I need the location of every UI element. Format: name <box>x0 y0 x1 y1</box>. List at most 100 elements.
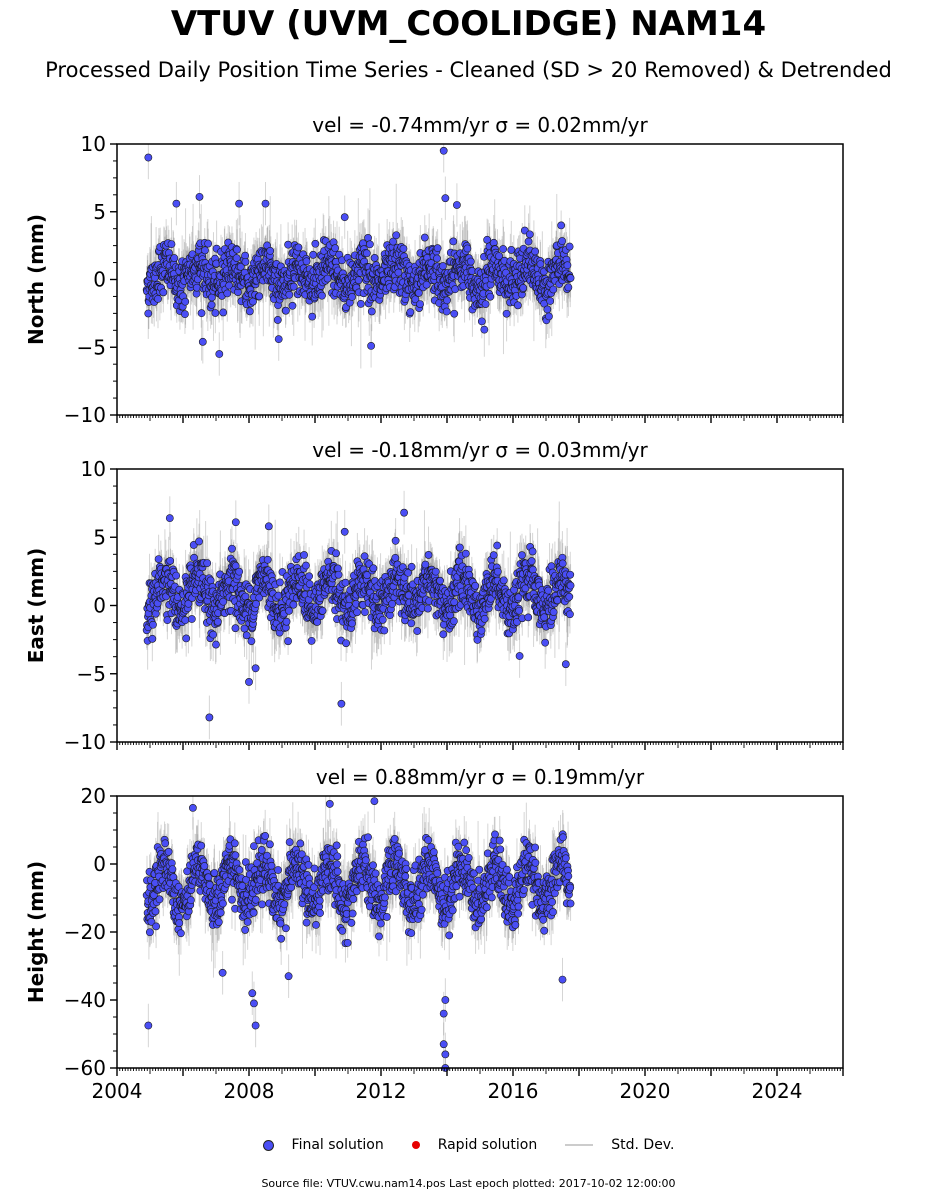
data-point <box>208 293 216 302</box>
chart-title: VTUV (UVM_COOLIDGE) NAM14 <box>170 4 767 44</box>
data-point <box>302 561 310 570</box>
data-point <box>187 615 196 623</box>
panel-north: vel = -0.74mm/yr σ = 0.02mm/yr North (mm)… <box>24 113 844 427</box>
data-point <box>206 576 215 585</box>
data-point <box>557 221 566 230</box>
data-point <box>249 297 257 306</box>
data-point <box>302 257 311 266</box>
data-point <box>480 325 489 334</box>
data-point <box>318 291 326 300</box>
data-point <box>356 299 365 308</box>
data-point <box>181 310 189 319</box>
data-point <box>172 571 181 580</box>
data-point <box>318 606 327 615</box>
data-point <box>219 597 228 606</box>
data-point <box>213 617 222 626</box>
chart-subtitle: Processed Daily Position Time Series - C… <box>45 58 892 82</box>
data-point <box>263 555 272 564</box>
data-point <box>392 231 401 240</box>
data-point <box>182 634 191 643</box>
y-tick-label: −10 <box>64 403 106 427</box>
data-point <box>195 192 204 201</box>
data-point <box>441 194 450 203</box>
data-point <box>285 606 293 615</box>
data-point <box>348 293 356 301</box>
data-point <box>223 289 232 298</box>
data-point <box>354 276 363 285</box>
data-point <box>201 246 209 255</box>
data-point <box>261 199 270 208</box>
y-axis-label-east: East (mm) <box>24 548 48 664</box>
data-point <box>154 294 162 303</box>
data-point <box>284 240 292 249</box>
data-point <box>236 262 245 271</box>
data-point <box>192 283 201 292</box>
data-point <box>399 244 408 253</box>
y-axis-label-north: North (mm) <box>24 214 48 345</box>
data-point <box>151 609 160 618</box>
data-point <box>416 300 424 308</box>
data-point <box>198 337 207 346</box>
data-point <box>209 630 218 639</box>
data-point <box>149 620 157 629</box>
data-point <box>294 243 303 252</box>
data-point <box>439 146 448 155</box>
data-point <box>450 309 459 318</box>
data-point <box>300 551 308 559</box>
data-point <box>433 244 442 253</box>
data-point <box>370 254 379 262</box>
data-point <box>543 305 552 314</box>
data-point <box>420 233 429 242</box>
data-point <box>181 297 190 306</box>
data-point <box>232 254 241 262</box>
data-point <box>212 640 220 649</box>
data-point <box>207 300 216 309</box>
data-point <box>367 341 375 350</box>
data-point <box>513 301 522 310</box>
data-point <box>340 213 349 222</box>
data-point <box>144 309 153 318</box>
data-point <box>499 245 508 253</box>
data-point <box>163 616 172 625</box>
data-point <box>144 153 153 162</box>
data-point <box>565 242 574 251</box>
data-point <box>524 237 533 246</box>
data-point <box>442 307 451 316</box>
data-point <box>546 297 555 305</box>
data-point <box>219 308 228 317</box>
data-point <box>311 239 320 248</box>
data-point <box>233 245 241 254</box>
data-point <box>289 282 298 291</box>
data-point <box>331 244 340 253</box>
data-point <box>231 624 240 633</box>
data-point <box>439 262 447 270</box>
data-point <box>394 268 403 277</box>
y-tick-label: −5 <box>77 335 106 359</box>
data-point <box>289 600 298 609</box>
data-point <box>228 544 236 553</box>
data-point <box>305 572 313 581</box>
data-point <box>549 285 558 294</box>
data-point <box>452 201 461 209</box>
data-point <box>172 199 181 208</box>
data-point <box>566 274 575 282</box>
data-point <box>159 288 168 297</box>
data-point <box>276 578 284 587</box>
data-point <box>433 254 441 263</box>
data-point <box>564 283 573 292</box>
data-point <box>266 246 275 255</box>
final-solution-points-north <box>142 146 575 358</box>
data-point <box>367 307 376 316</box>
data-point <box>443 296 451 305</box>
data-point <box>195 537 203 546</box>
data-point <box>309 250 318 259</box>
data-point <box>242 631 251 640</box>
data-point <box>166 556 175 565</box>
data-point <box>273 316 282 324</box>
data-point <box>477 317 486 326</box>
data-point <box>288 301 297 310</box>
data-point <box>308 312 317 321</box>
data-point <box>154 555 163 563</box>
data-point <box>245 307 254 316</box>
